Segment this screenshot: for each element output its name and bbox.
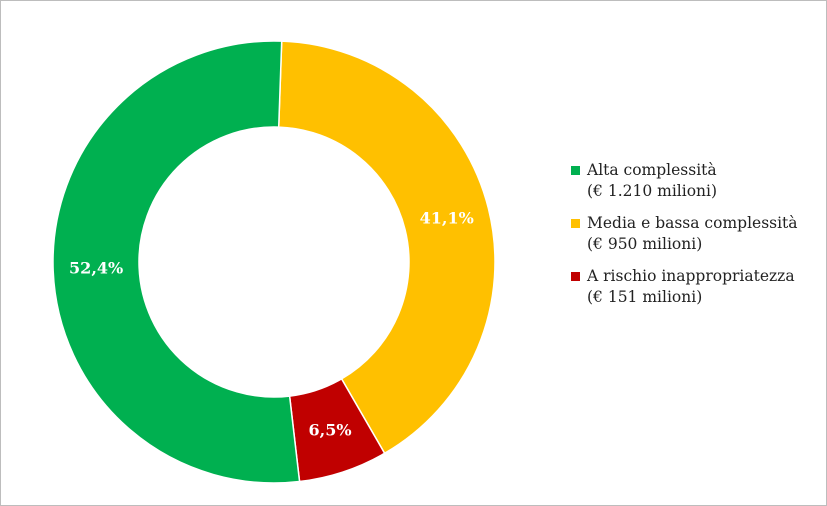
- legend-swatch-media: [571, 219, 580, 228]
- legend-label-rischio: A rischio inappropriatezza: [587, 267, 795, 285]
- slice-label-rischio: 6,5%: [308, 420, 351, 439]
- slice-label-alta: 52,4%: [69, 259, 123, 278]
- legend-item-rischio: A rischio inappropriatezza (€ 151 milion…: [571, 266, 798, 308]
- legend-label-media: Media e bassa complessità: [587, 214, 798, 232]
- legend-label-alta: Alta complessità: [587, 161, 717, 179]
- slice-alta: [52, 40, 301, 484]
- legend-item-media: Media e bassa complessità (€ 950 milioni…: [571, 213, 798, 255]
- legend-swatch-alta: [571, 166, 580, 175]
- chart-legend: Alta complessità (€ 1.210 milioni) Media…: [571, 160, 798, 319]
- legend-swatch-rischio: [571, 272, 580, 281]
- legend-sublabel-alta: (€ 1.210 milioni): [587, 182, 718, 200]
- legend-item-alta: Alta complessità (€ 1.210 milioni): [571, 160, 798, 202]
- slice-label-media: 41,1%: [420, 208, 474, 227]
- legend-sublabel-rischio: (€ 151 milioni): [587, 288, 703, 306]
- legend-sublabel-media: (€ 950 milioni): [587, 235, 703, 253]
- slice-media: [277, 40, 496, 455]
